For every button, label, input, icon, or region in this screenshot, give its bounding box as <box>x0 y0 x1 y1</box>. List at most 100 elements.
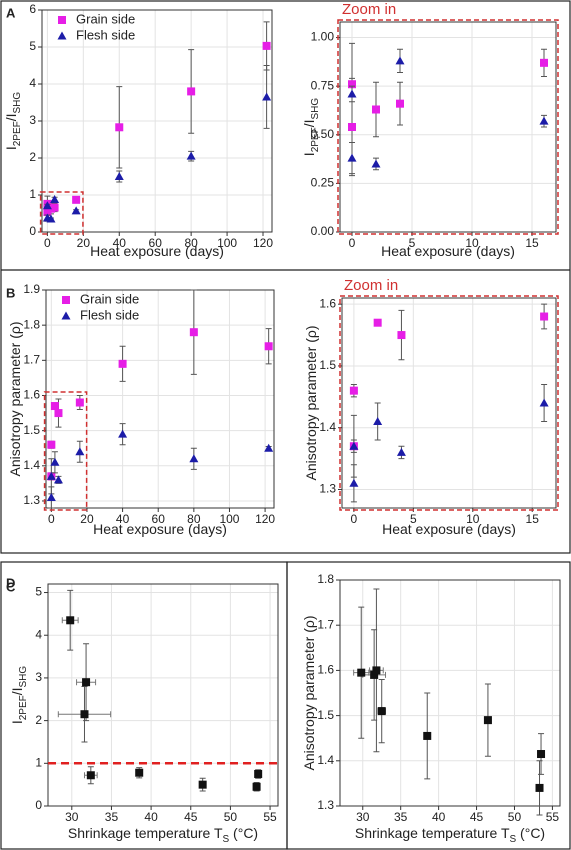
axis-label-part: I <box>9 720 25 724</box>
y-axis-label: Anisotropy parameter (ρ) <box>7 321 23 476</box>
x-axis-label: Heat exposure (days) <box>90 243 224 259</box>
y-tick-label: 2 <box>35 713 42 727</box>
point <box>348 80 356 89</box>
point <box>262 41 271 50</box>
point <box>396 99 404 108</box>
x-tick-label: 40 <box>113 236 127 250</box>
y-tick-label: 4 <box>29 76 36 90</box>
point <box>264 342 273 351</box>
y-tick-label: 3 <box>29 113 36 127</box>
y-tick-label: 2 <box>29 150 36 164</box>
point <box>357 668 366 677</box>
y-tick-label: 1.5 <box>23 423 40 437</box>
x-tick-label: 35 <box>105 810 119 824</box>
point <box>540 312 549 321</box>
point <box>537 750 546 759</box>
point <box>254 769 263 778</box>
panel-label: B <box>6 285 15 300</box>
axis-label-part: /I <box>3 113 19 121</box>
y-tick-label: 5 <box>35 585 42 599</box>
axis-label-part: 2PEF <box>310 127 321 152</box>
axis-label-part: Anisotropy parameter (ρ) <box>303 325 319 480</box>
point <box>75 398 84 407</box>
y-tick-label: 1.5 <box>319 358 336 372</box>
point <box>535 783 544 792</box>
y-axis-label: I2PEF/ISHG <box>9 666 29 725</box>
y-tick-label: 1 <box>35 755 42 769</box>
point <box>50 457 60 466</box>
x-tick-label: 55 <box>546 810 560 824</box>
point <box>483 716 492 725</box>
y-tick-label: 6 <box>29 2 36 16</box>
axis-label-part: I <box>301 152 317 156</box>
plot-frame <box>41 9 273 233</box>
point <box>46 492 56 501</box>
point <box>189 454 199 463</box>
point <box>539 398 549 407</box>
point <box>46 471 56 480</box>
x-tick-label: 0 <box>44 236 51 250</box>
point <box>395 56 405 65</box>
y-tick-label: 1.6 <box>23 388 40 402</box>
point <box>371 159 381 168</box>
axis-label-part: S <box>223 834 230 845</box>
point <box>347 89 357 98</box>
axis-label-part: SHG <box>12 92 23 114</box>
point <box>82 678 91 687</box>
y-tick-label: 1 <box>29 187 36 201</box>
plot-frame <box>47 583 279 807</box>
y-tick-label: 1.00 <box>311 30 335 44</box>
point <box>264 443 274 452</box>
point <box>66 616 75 625</box>
x-tick-label: 45 <box>470 810 484 824</box>
panel-d-border <box>286 561 571 850</box>
plot-frame <box>339 21 557 233</box>
x-tick-label: 0 <box>349 236 356 250</box>
axis-label-part: Anisotropy parameter (ρ) <box>301 615 317 770</box>
axis-label-part: Heat exposure (days) <box>90 243 224 259</box>
axis-label-part: 2PEF <box>18 695 29 720</box>
legend-swatch <box>61 311 71 320</box>
point <box>377 707 386 716</box>
axis-label-part: Heat exposure (days) <box>382 521 516 537</box>
point <box>118 359 127 368</box>
x-tick-label: 30 <box>356 810 370 824</box>
y-tick-label: 3 <box>35 670 42 684</box>
x-tick-label: 60 <box>149 236 163 250</box>
point <box>80 710 89 719</box>
point <box>46 214 56 223</box>
legend-label: Flesh side <box>80 307 139 322</box>
point <box>370 670 379 679</box>
x-tick-label: 20 <box>80 512 94 526</box>
x-tick-label: 30 <box>65 810 79 824</box>
x-tick-label: 5 <box>409 236 416 250</box>
x-tick-label: 45 <box>184 810 198 824</box>
point <box>349 386 358 395</box>
axis-label-part: 2PEF <box>12 121 23 146</box>
y-tick-label: 0.50 <box>311 127 335 141</box>
y-tick-label: 1.9 <box>23 282 40 296</box>
y-tick-label: 0.00 <box>311 224 335 238</box>
x-axis-label: Shrinkage temperature TS (°C) <box>68 825 258 845</box>
y-tick-label: 1.3 <box>317 798 334 812</box>
x-tick-label: 40 <box>432 810 446 824</box>
x-tick-label: 100 <box>219 512 239 526</box>
zoom-region <box>39 191 84 235</box>
x-tick-label: 120 <box>255 512 275 526</box>
x-tick-label: 80 <box>187 512 201 526</box>
x-tick-label: 50 <box>508 810 522 824</box>
point <box>423 731 432 740</box>
point <box>50 402 59 411</box>
axis-label-part: Shrinkage temperature T <box>355 825 510 841</box>
point <box>373 417 383 426</box>
point <box>373 318 382 327</box>
point <box>53 475 63 484</box>
x-tick-label: 20 <box>77 236 91 250</box>
point <box>372 666 381 675</box>
plot-frame <box>339 579 561 807</box>
legend-swatch <box>62 296 70 304</box>
point <box>72 195 81 204</box>
point <box>540 58 548 67</box>
y-axis-label: Anisotropy parameter (ρ) <box>301 615 317 770</box>
y-tick-label: 4 <box>35 627 42 641</box>
